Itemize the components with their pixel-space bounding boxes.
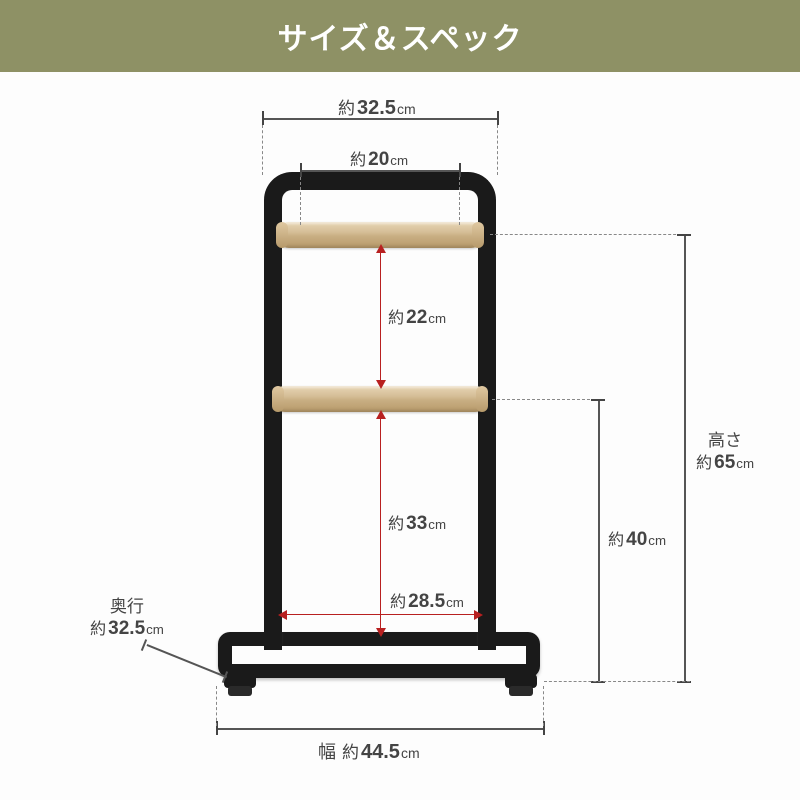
arrowhead xyxy=(278,610,287,620)
dim-cap xyxy=(300,163,302,177)
dashed-guide xyxy=(300,177,301,225)
dim-line-inner-width xyxy=(284,614,478,615)
dim-line-gap-lower xyxy=(380,416,381,632)
label-depth: 奥行 約32.5cm xyxy=(90,596,164,641)
label-gap-lower: 約33cm xyxy=(388,510,446,535)
dim-line-depth xyxy=(147,644,227,678)
dashed-guide xyxy=(262,125,263,175)
diagram-stage: 約32.5cm 約20cm 約22cm 約33cm 約28.5cm 約40cm xyxy=(0,72,800,800)
arrowhead xyxy=(376,380,386,389)
label-total-height: 高さ 約65cm xyxy=(696,430,754,475)
dim-cap xyxy=(591,399,605,401)
grip-mid xyxy=(272,386,488,412)
dashed-guide xyxy=(492,399,600,400)
dashed-guide xyxy=(216,686,217,726)
arrowhead xyxy=(376,410,386,419)
arrowhead xyxy=(376,628,386,637)
dim-line-total-width xyxy=(216,728,544,730)
dashed-guide xyxy=(459,177,460,225)
dim-cap xyxy=(262,111,264,125)
header-banner: サイズ＆スペック xyxy=(0,0,800,72)
dim-cap xyxy=(497,111,499,125)
header-title: サイズ＆スペック xyxy=(278,14,523,58)
dashed-guide xyxy=(490,234,686,235)
dashed-guide xyxy=(544,681,690,682)
label-mid-height: 約40cm xyxy=(608,526,666,551)
label-top-outer: 約32.5cm xyxy=(338,94,416,120)
arrowhead xyxy=(474,610,483,620)
dim-line-total-height xyxy=(684,234,686,681)
label-total-width: 幅約44.5cm xyxy=(318,738,420,764)
label-gap-upper: 約22cm xyxy=(388,304,446,329)
dim-line-mid-height xyxy=(598,399,600,681)
dashed-guide xyxy=(543,686,544,726)
dim-cap xyxy=(459,163,461,177)
arrowhead xyxy=(376,244,386,253)
dim-cap xyxy=(677,234,691,236)
dashed-guide xyxy=(497,125,498,175)
label-inner-width: 約28.5cm xyxy=(390,588,464,613)
dim-line-gap-upper xyxy=(380,250,381,384)
label-top-grip: 約20cm xyxy=(350,146,408,171)
foot-right xyxy=(505,674,537,688)
foot-left xyxy=(224,674,256,688)
